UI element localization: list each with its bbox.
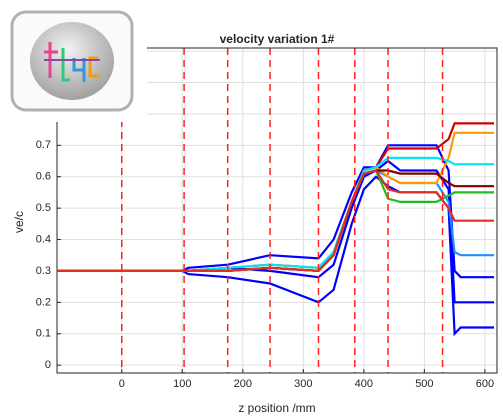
x-tick-label: 500 <box>415 378 433 390</box>
y-tick-label: 0.2 <box>36 296 51 308</box>
series-line <box>58 175 494 337</box>
y-tick-label: 0.3 <box>36 265 51 277</box>
plot-frame <box>56 47 498 374</box>
chart-title: velocity variation 1# <box>220 32 335 46</box>
y-tick-label: 0.5 <box>36 202 51 214</box>
x-tick-label: 0 <box>119 378 125 390</box>
series-line <box>58 169 494 273</box>
series-line <box>58 144 494 279</box>
y-tick-label: 0.1 <box>36 328 51 340</box>
icon-glyph <box>88 56 100 78</box>
x-tick-label: 200 <box>234 378 252 390</box>
y-axis-label: ve/c <box>12 211 26 233</box>
x-axis-label: z position /mm <box>238 401 315 415</box>
x-tick-label: 400 <box>355 378 373 390</box>
y-tick-label: 0.4 <box>36 233 51 245</box>
x-tick-label: 100 <box>173 378 191 390</box>
x-tick-label: 600 <box>476 378 494 390</box>
y-tick-label: 0 <box>45 359 51 371</box>
icon-glyph <box>72 58 86 82</box>
y-tick-label: 0.7 <box>36 139 51 151</box>
plot-layer <box>57 48 497 373</box>
icon-glyph <box>61 48 70 82</box>
app-icon <box>0 0 147 122</box>
x-tick-label: 300 <box>294 378 312 390</box>
y-tick-label: 0.6 <box>36 171 51 183</box>
